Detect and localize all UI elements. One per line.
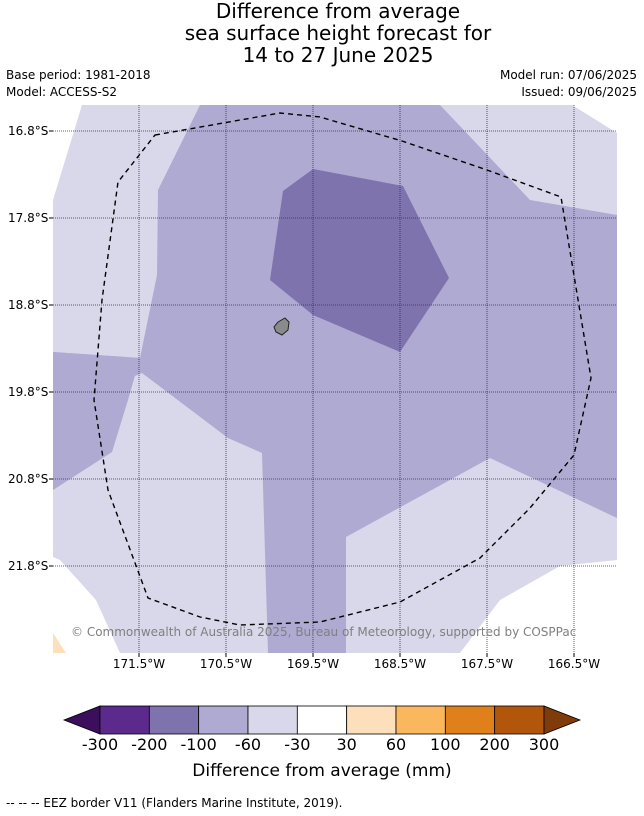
colorbar-tick-label: -300 — [81, 735, 119, 754]
anomaly-fill-medium — [53, 105, 617, 653]
colorbar-segment — [395, 705, 446, 735]
colorbar-extend-max — [543, 705, 582, 735]
colorbar-segment — [444, 705, 496, 735]
map-title: Difference from average sea surface heig… — [0, 0, 644, 66]
island-land — [273, 317, 290, 336]
map-panel — [49, 105, 617, 657]
white-zone-top-left — [53, 105, 82, 200]
colorbar-extend-min — [62, 705, 101, 735]
meta-left: Base period: 1981-2018 Model: ACCESS-S2 — [6, 67, 151, 101]
anomaly-fill-medium-west — [53, 352, 140, 490]
lon-label: 169.5°W — [286, 657, 340, 671]
colorbar-tick-label: -60 — [234, 735, 262, 754]
colorbar-tick-label: 300 — [528, 735, 560, 754]
colorbar-segment — [346, 705, 397, 735]
colorbar-segment — [148, 705, 200, 735]
lon-label: 166.5°W — [547, 657, 601, 671]
colorbar-tick-label: 200 — [479, 735, 510, 754]
eez-border — [93, 112, 592, 626]
colorbar-tick-label: 100 — [430, 735, 461, 754]
lon-label: 168.5°W — [373, 657, 427, 671]
model-name: Model: ACCESS-S2 — [6, 85, 118, 99]
anomaly-fill-strong — [270, 169, 449, 352]
colorbar-tick-label: -30 — [284, 735, 311, 754]
colorbar-tick-label: -100 — [180, 735, 217, 754]
lat-label: 18.8°S — [8, 298, 49, 312]
graticule — [53, 105, 617, 653]
colorbar-tick-label: 30 — [336, 735, 357, 754]
anomaly-fill-positive — [53, 633, 66, 653]
lat-label: 16.8°S — [8, 124, 49, 138]
colorbar-tick-label: -200 — [131, 735, 168, 754]
lat-label: 19.8°S — [8, 385, 49, 399]
issued-date: Issued: 09/06/2025 — [521, 85, 637, 99]
model-run: Model run: 07/06/2025 — [499, 68, 637, 82]
lat-label: 20.8°S — [8, 472, 49, 486]
base-period: Base period: 1981-2018 — [6, 68, 151, 82]
title-line-2: sea surface height forecast for — [184, 21, 492, 45]
colorbar-segment — [296, 705, 348, 735]
white-zone-bottom-left — [53, 557, 120, 653]
colorbar — [62, 705, 582, 735]
colorbar-segment — [494, 705, 545, 735]
lon-label: 167.5°W — [460, 657, 514, 671]
title-line-1: Difference from average — [215, 0, 461, 23]
white-zone-top-right — [572, 105, 617, 133]
copyright-notice: © Commonwealth of Australia 2025, Bureau… — [71, 625, 577, 639]
lat-label: 17.8°S — [8, 211, 49, 225]
title-line-3: 14 to 27 June 2025 — [242, 43, 434, 67]
eez-legend-note: -- -- -- EEZ border V11 (Flanders Marine… — [6, 796, 343, 810]
lon-label: 170.5°W — [199, 657, 253, 671]
colorbar-label: Difference from average (mm) — [192, 761, 452, 781]
lat-label: 21.8°S — [8, 559, 49, 573]
lon-label: 171.5°W — [112, 657, 166, 671]
colorbar-tick-label: 60 — [385, 735, 407, 754]
colorbar-segment — [99, 705, 150, 735]
white-zone-bottom-right — [460, 560, 617, 653]
colorbar-segment — [247, 705, 298, 735]
colorbar-segment — [198, 705, 249, 735]
meta-right: Model run: 07/06/2025 Issued: 09/06/2025 — [500, 67, 637, 101]
